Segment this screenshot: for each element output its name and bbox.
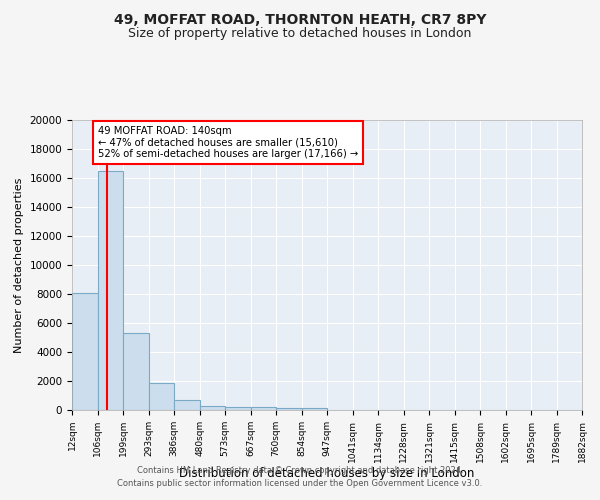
Bar [276,408,302,410]
Y-axis label: Number of detached properties: Number of detached properties [14,178,24,352]
Bar [174,400,200,410]
Bar [200,406,225,410]
Bar [123,333,149,410]
Text: 49, MOFFAT ROAD, THORNTON HEATH, CR7 8PY: 49, MOFFAT ROAD, THORNTON HEATH, CR7 8PY [114,12,486,26]
Text: Size of property relative to detached houses in London: Size of property relative to detached ho… [128,28,472,40]
Bar [225,407,251,410]
Bar [98,171,123,410]
Bar [149,383,174,410]
Text: Contains HM Land Registry data © Crown copyright and database right 2024.
Contai: Contains HM Land Registry data © Crown c… [118,466,482,487]
Bar [72,292,98,410]
X-axis label: Distribution of detached houses by size in London: Distribution of detached houses by size … [179,468,475,480]
Bar [251,408,276,410]
Text: 49 MOFFAT ROAD: 140sqm
← 47% of detached houses are smaller (15,610)
52% of semi: 49 MOFFAT ROAD: 140sqm ← 47% of detached… [98,126,358,159]
Bar [302,408,327,410]
